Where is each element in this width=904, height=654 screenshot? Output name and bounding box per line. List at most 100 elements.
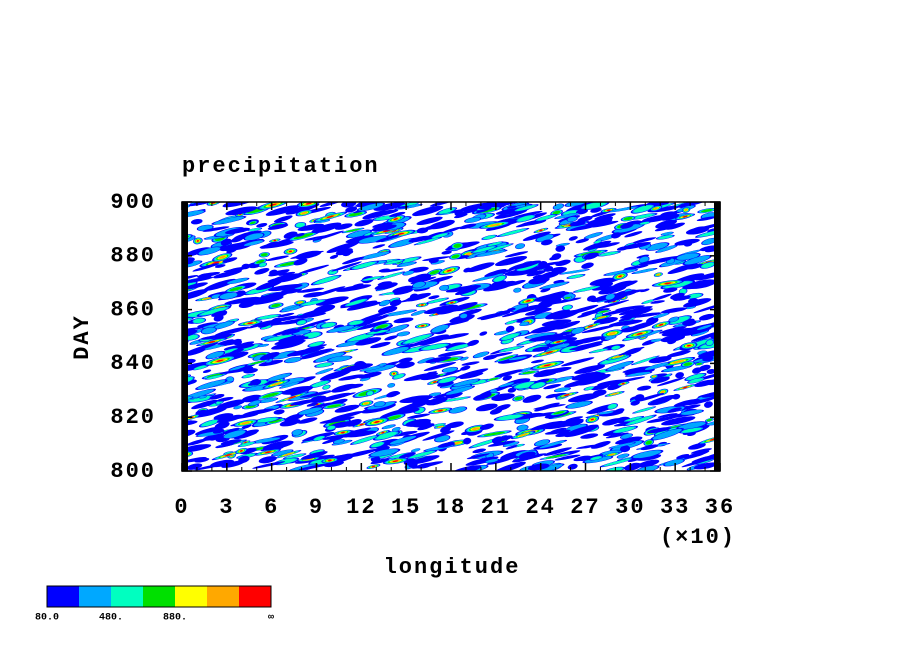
contour-blob <box>659 323 664 326</box>
contour-blob <box>682 215 688 218</box>
contour-blob <box>491 280 507 288</box>
contour-blob <box>676 295 691 301</box>
contour-blob <box>260 253 268 257</box>
contour-blob <box>607 361 633 371</box>
contour-blob <box>331 383 357 393</box>
contour-blob <box>399 395 433 404</box>
contour-blob <box>473 393 492 401</box>
contour-blob <box>567 393 601 403</box>
contour-blob <box>634 453 662 461</box>
x-tick-label: 0 <box>174 495 189 520</box>
contour-blob <box>336 284 372 292</box>
contour-blob <box>528 276 550 285</box>
contour-blob <box>185 389 214 399</box>
contour-blob <box>528 334 564 342</box>
contour-blob <box>449 406 466 414</box>
contour-blob <box>531 382 545 389</box>
contour-blob <box>608 319 643 327</box>
contour-blob <box>271 315 302 322</box>
colorbar-swatch <box>239 586 271 607</box>
contour-blob <box>609 206 639 212</box>
x-tick-label: 12 <box>346 495 376 520</box>
contour-blob <box>387 383 395 388</box>
contour-blob <box>581 308 610 315</box>
contour-blob <box>359 423 364 426</box>
contour-blob <box>380 268 404 273</box>
contour-blob <box>312 230 344 241</box>
contour-blob <box>460 365 471 371</box>
contour-blob <box>439 377 456 383</box>
contour-blob <box>624 231 643 238</box>
contour-blob <box>242 408 275 416</box>
contour-blob <box>637 459 660 468</box>
contour-blob <box>198 343 228 351</box>
contour-blob <box>239 450 243 452</box>
contour-blob <box>591 441 611 449</box>
contour-blob <box>346 430 377 438</box>
contour-blob <box>384 335 398 341</box>
contour-blob <box>527 463 550 471</box>
contour-blob <box>706 418 713 422</box>
contour-blob <box>604 459 630 466</box>
contour-blob <box>572 336 605 345</box>
contour-blob <box>371 442 384 448</box>
contour-blob <box>508 356 527 361</box>
contour-blob <box>186 438 209 446</box>
x-tick-label: 30 <box>615 495 645 520</box>
contour-blob <box>386 415 402 420</box>
contour-blob <box>681 457 712 468</box>
contour-blob <box>686 263 704 270</box>
contour-blob <box>541 282 568 289</box>
contour-blob <box>548 297 582 305</box>
contour-blob <box>614 426 635 433</box>
contour-blob <box>690 223 720 233</box>
contour-blob <box>375 324 389 329</box>
contour-blob <box>518 433 528 437</box>
contour-blob <box>391 430 418 437</box>
contour-blob <box>379 300 390 306</box>
contour-blob <box>280 381 300 389</box>
contour-blob <box>335 248 353 256</box>
contour-blob <box>569 343 603 351</box>
contour-blob <box>428 258 439 264</box>
contour-blob <box>618 275 622 278</box>
x-tick-label: 15 <box>391 495 421 520</box>
contour-blob <box>539 440 566 449</box>
contour-blob <box>451 254 460 259</box>
contour-blob <box>444 397 468 402</box>
contour-blob <box>676 454 690 460</box>
contour-blob <box>298 407 322 415</box>
contour-blob <box>571 371 603 381</box>
contour-blob <box>330 410 364 420</box>
contour-blob <box>429 219 455 230</box>
contour-blob <box>519 321 529 326</box>
contour-blob <box>474 273 504 282</box>
contour-blob <box>674 238 700 246</box>
contour-blob <box>423 361 457 372</box>
contour-blob <box>360 377 370 381</box>
colorbar-swatch <box>143 586 175 607</box>
contour-blob <box>373 202 406 211</box>
contour-blob <box>636 254 650 259</box>
contour-blob <box>683 450 710 459</box>
contour-blob <box>702 355 714 362</box>
contour-blob <box>699 313 715 321</box>
contour-blob <box>653 313 669 319</box>
contour-blob <box>332 440 352 446</box>
contour-blob <box>194 457 210 463</box>
contour-blob <box>620 433 633 439</box>
contour-blob <box>199 395 207 399</box>
contour-blob <box>429 392 441 397</box>
contour-blob <box>358 371 382 379</box>
contour-blob <box>630 400 640 406</box>
contour-blob <box>530 323 565 334</box>
contour-blob <box>359 311 390 321</box>
contour-blob <box>413 273 432 281</box>
contour-blob <box>404 334 431 344</box>
contour-blob <box>273 409 285 415</box>
colorbar-label: ∞ <box>268 613 274 624</box>
contour-blob <box>383 346 409 356</box>
contour-blob <box>218 255 226 259</box>
contour-blob <box>217 339 234 345</box>
contour-blob <box>576 286 599 292</box>
